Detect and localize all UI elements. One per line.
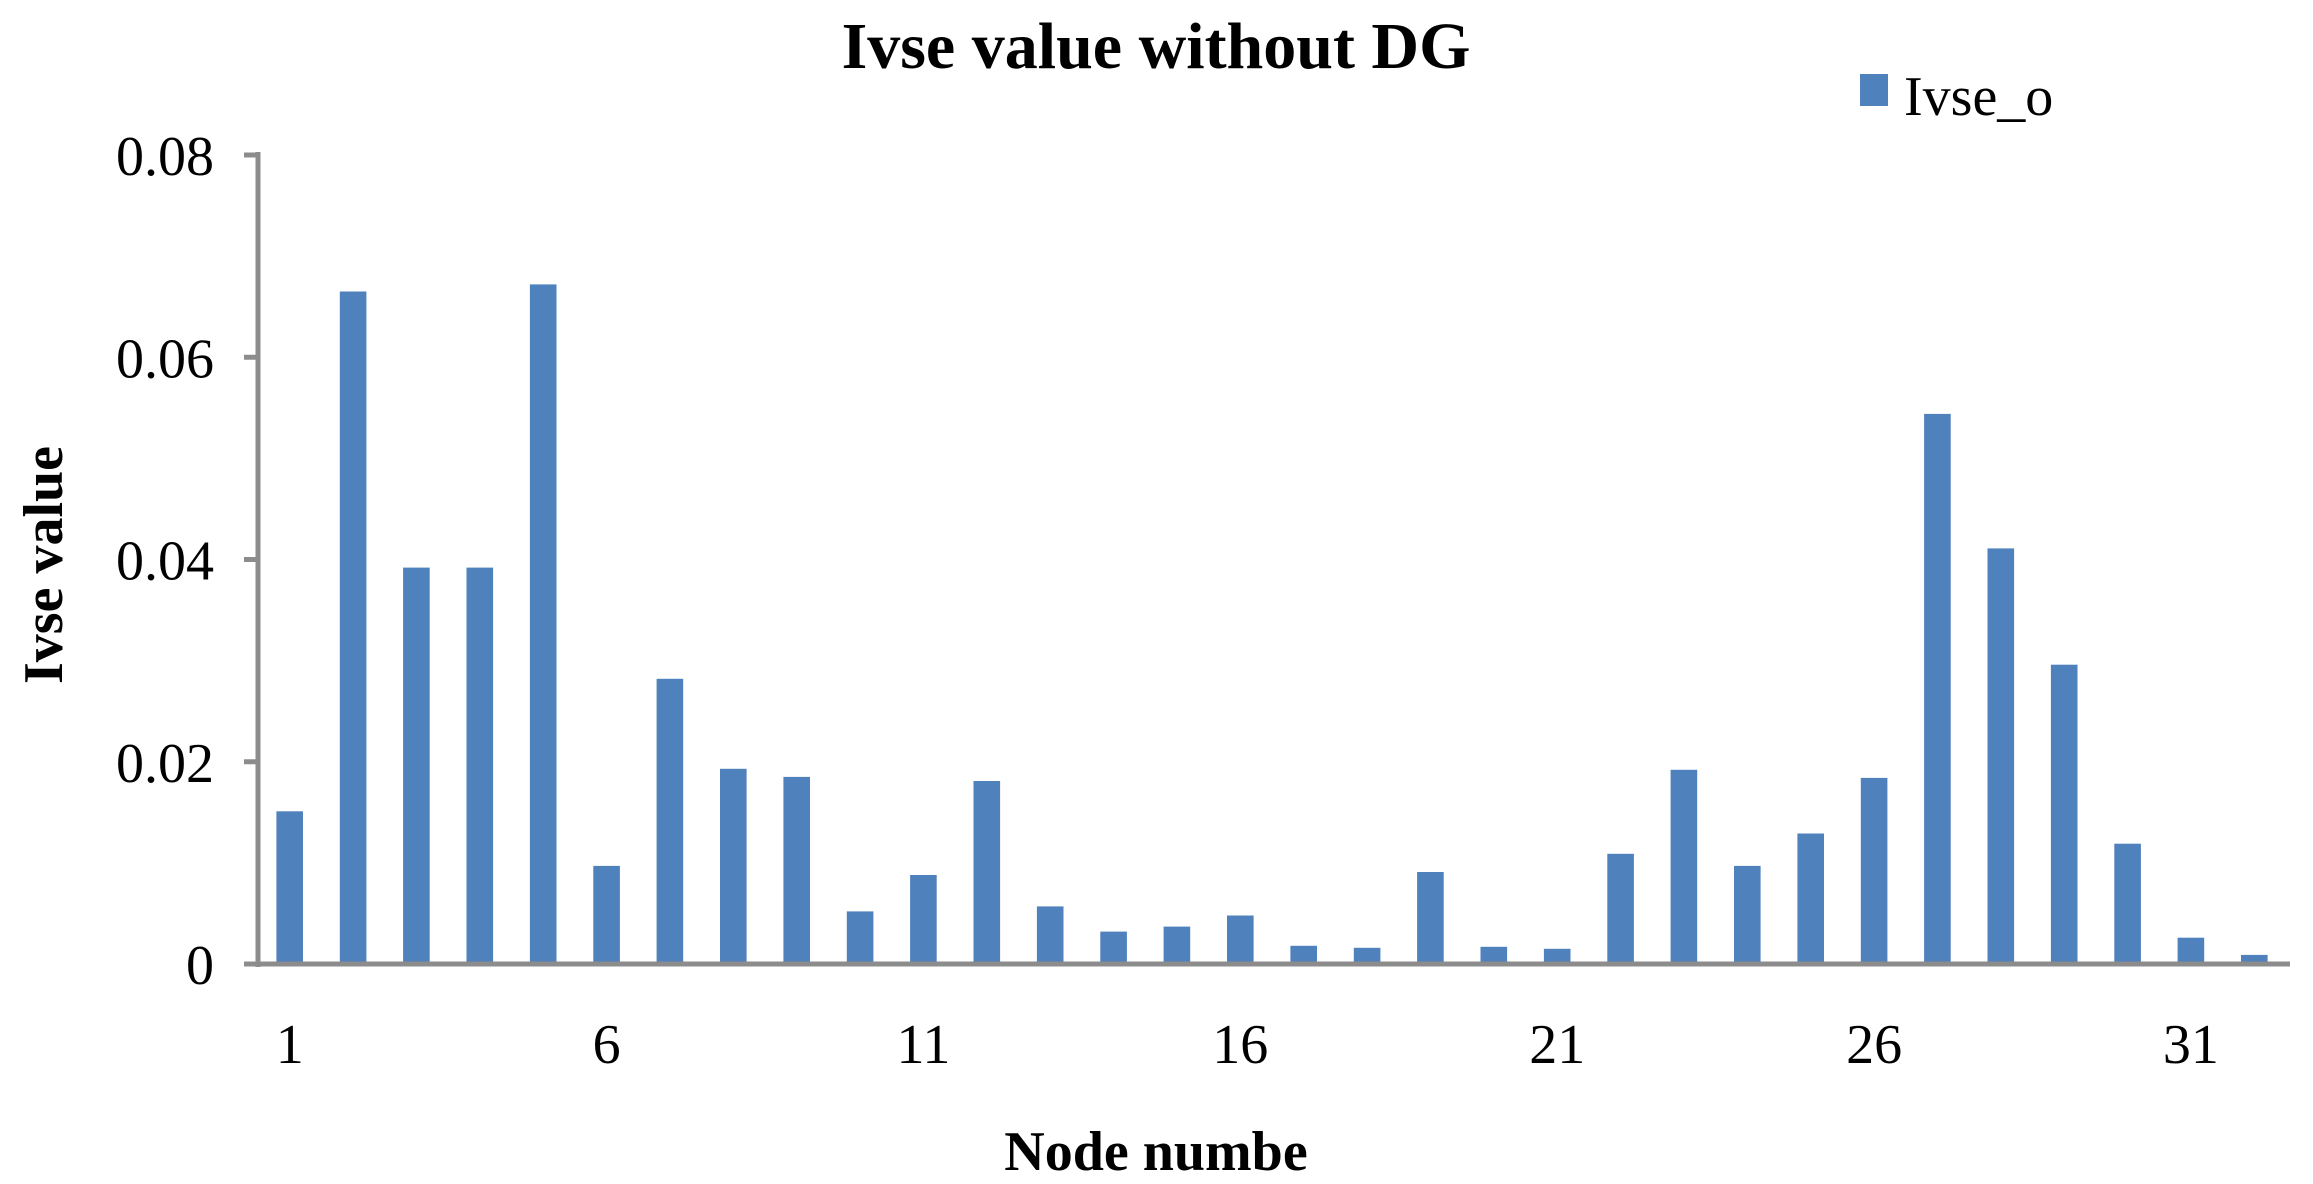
x-tick-label: 6 [593, 1014, 621, 1076]
y-axis-ticks: 0 0.02 0.04 0.06 0.08 [116, 126, 258, 997]
legend: Ivse_o [1860, 66, 2053, 128]
bar-node-20 [1480, 946, 1508, 964]
x-tick-label: 1 [276, 1014, 304, 1076]
bar-node-13 [1036, 906, 1064, 964]
bar-node-24 [1734, 865, 1761, 964]
x-axis-ticks: 1 6 11 16 21 26 31 [276, 1014, 2219, 1076]
bar-node-9 [783, 776, 810, 964]
bar-node-28 [1987, 548, 2015, 964]
bar-node-22 [1607, 853, 1634, 964]
x-tick-label: 21 [1529, 1014, 1585, 1076]
legend-label-ivse-o: Ivse_o [1904, 66, 2053, 128]
bar-node-7 [656, 678, 684, 964]
bar-node-2 [339, 291, 367, 964]
x-tick-label: 26 [1846, 1014, 1902, 1076]
x-tick-label: 16 [1212, 1014, 1268, 1076]
chart-title: Ivse value without DG [842, 10, 1471, 83]
bars-group [276, 284, 2268, 964]
bar-node-27 [1924, 413, 1951, 964]
bar-node-18 [1353, 947, 1381, 964]
y-tick-label: 0.02 [116, 733, 214, 795]
bar-node-17 [1290, 945, 1317, 964]
bar-node-31 [2177, 937, 2205, 964]
bar-node-19 [1417, 872, 1444, 964]
bar-node-30 [2114, 843, 2141, 964]
bar-node-3 [403, 567, 430, 964]
x-tick-label: 11 [896, 1014, 950, 1076]
y-axis-title: Ivse value [13, 446, 75, 684]
bar-node-14 [1100, 931, 1127, 964]
bar-node-29 [2050, 664, 2078, 964]
y-tick-label: 0.04 [116, 531, 214, 593]
bar-node-25 [1797, 833, 1824, 964]
y-tick-label: 0.06 [116, 328, 214, 390]
x-axis-title: Node numbe [1004, 1121, 1307, 1183]
bar-node-12 [973, 781, 1001, 964]
bar-node-23 [1670, 769, 1698, 964]
bar-node-6 [593, 865, 620, 964]
bar-node-4 [466, 567, 494, 964]
y-tick-label: 0.08 [116, 126, 214, 188]
bar-node-8 [720, 768, 747, 964]
bar-node-16 [1227, 915, 1254, 964]
bar-node-26 [1860, 777, 1888, 964]
x-tick-label: 31 [2163, 1014, 2219, 1076]
bar-node-1 [276, 811, 303, 964]
bar-node-5 [529, 284, 557, 964]
legend-swatch-ivse-o [1860, 74, 1888, 106]
bar-node-32 [2241, 954, 2268, 964]
y-tick-label: 0 [186, 935, 214, 997]
bar-node-11 [910, 875, 937, 964]
bar-node-10 [846, 911, 874, 964]
bar-node-21 [1543, 948, 1571, 964]
bar-node-15 [1163, 926, 1191, 964]
